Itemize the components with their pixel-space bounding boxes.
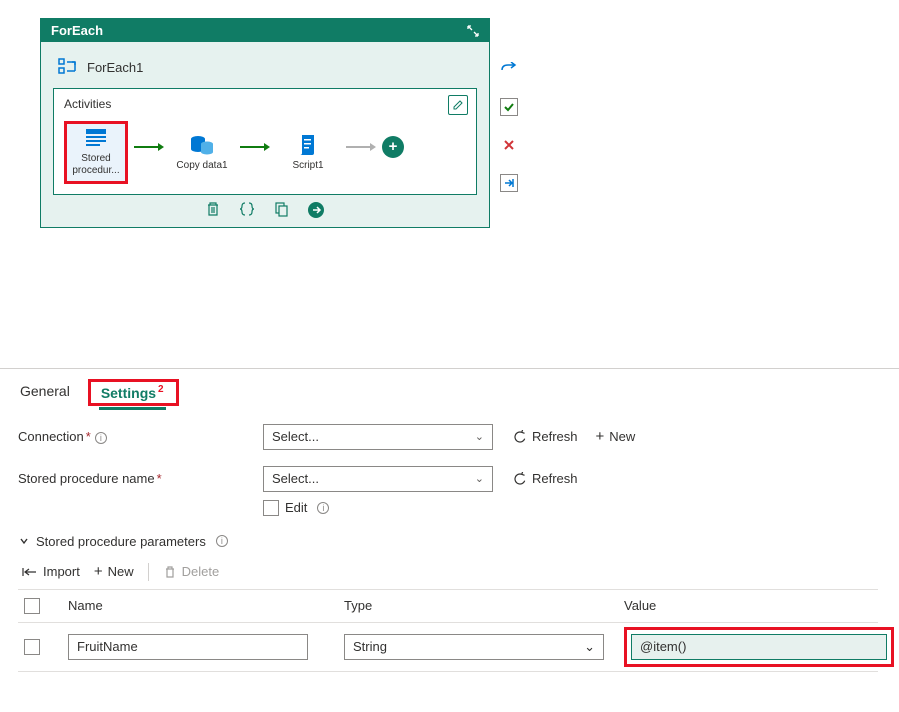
stored-proc-icon xyxy=(82,126,110,150)
new-label: New xyxy=(609,429,635,444)
activity-script[interactable]: Script1 xyxy=(276,133,340,172)
edit-label: Edit xyxy=(285,500,307,515)
param-value-input[interactable]: @item() xyxy=(631,634,887,660)
tab-settings-highlight: Settings2 xyxy=(88,379,179,406)
edit-checkbox[interactable] xyxy=(263,500,279,516)
refresh-label: Refresh xyxy=(532,471,578,486)
sp-name-select[interactable]: Select... ⌄ xyxy=(263,466,493,492)
refresh-label: Refresh xyxy=(532,429,578,444)
table-row: FruitName String ⌄ @item() xyxy=(18,623,878,672)
sp-name-label: Stored procedure name* xyxy=(18,471,263,486)
braces-icon[interactable] xyxy=(239,201,255,219)
redo-icon[interactable] xyxy=(500,60,518,78)
refresh-connection-button[interactable]: Refresh xyxy=(513,429,578,444)
info-icon[interactable]: i xyxy=(95,432,107,444)
tab-settings-label: Settings xyxy=(101,385,156,401)
sp-params-section-header[interactable]: Stored procedure parameters i xyxy=(18,534,881,549)
row-checkbox[interactable] xyxy=(24,639,40,655)
activity-label: Copy data1 xyxy=(176,160,227,172)
connection-select[interactable]: Select... ⌄ xyxy=(263,424,493,450)
param-table: Name Type Value FruitName String ⌄ xyxy=(18,589,878,672)
copy-data-icon xyxy=(188,133,216,157)
chevron-down-icon: ⌄ xyxy=(475,472,484,485)
activity-copy-data[interactable]: Copy data1 xyxy=(170,133,234,172)
edit-activities-button[interactable] xyxy=(448,95,468,115)
divider xyxy=(148,563,149,581)
arrow-icon xyxy=(134,140,164,154)
check-icon[interactable] xyxy=(500,98,518,116)
new-connection-button[interactable]: + New xyxy=(596,428,636,445)
script-icon xyxy=(294,133,322,157)
col-type: Type xyxy=(338,594,618,617)
activities-box: Activities Stor xyxy=(53,88,477,195)
settings-badge: 2 xyxy=(158,384,164,395)
foreach-container: ForEach ForEach1 Activities xyxy=(40,18,490,228)
chevron-down-icon xyxy=(18,535,30,547)
param-type-select[interactable]: String ⌄ xyxy=(344,634,604,660)
col-value: Value xyxy=(618,594,898,617)
tab-general[interactable]: General xyxy=(18,379,72,406)
param-name-input[interactable]: FruitName xyxy=(68,634,308,660)
select-placeholder: Select... xyxy=(272,429,319,444)
connection-label: Connection*i xyxy=(18,429,263,444)
chevron-down-icon: ⌄ xyxy=(475,430,484,443)
close-icon[interactable] xyxy=(500,136,518,154)
tab-settings[interactable]: Settings2 xyxy=(99,381,166,410)
export-icon[interactable] xyxy=(500,174,518,192)
delete-param-button[interactable]: Delete xyxy=(163,564,220,579)
arrow-icon xyxy=(346,140,376,154)
activities-label: Activities xyxy=(64,97,466,111)
import-label: Import xyxy=(43,564,80,579)
param-name-value: FruitName xyxy=(77,639,138,654)
foreach-header: ForEach xyxy=(41,19,489,42)
param-value-text: @item() xyxy=(640,639,686,654)
trash-icon[interactable] xyxy=(205,201,221,219)
arrow-icon xyxy=(240,140,270,154)
activity-stored-procedure[interactable]: Stored procedur... xyxy=(64,121,128,184)
sp-params-title: Stored procedure parameters xyxy=(36,534,206,549)
go-icon[interactable] xyxy=(307,201,325,219)
foreach-name: ForEach1 xyxy=(87,60,143,75)
delete-param-label: Delete xyxy=(182,564,220,579)
activity-label: Stored procedur... xyxy=(69,153,123,177)
activity-label: Script1 xyxy=(292,160,323,172)
info-icon[interactable]: i xyxy=(216,535,228,547)
refresh-sp-button[interactable]: Refresh xyxy=(513,471,578,486)
new-param-label: New xyxy=(108,564,134,579)
param-type-value: String xyxy=(353,639,387,654)
select-all-checkbox[interactable] xyxy=(24,598,40,614)
col-name: Name xyxy=(62,594,338,617)
add-activity-button[interactable]: + xyxy=(382,136,404,158)
collapse-icon[interactable] xyxy=(467,25,479,37)
info-icon[interactable]: i xyxy=(317,502,329,514)
foreach-title: ForEach xyxy=(51,23,103,38)
chevron-down-icon: ⌄ xyxy=(584,639,595,655)
select-placeholder: Select... xyxy=(272,471,319,486)
param-value-highlight: @item() xyxy=(624,627,894,667)
new-param-button[interactable]: + New xyxy=(94,563,134,580)
foreach-icon xyxy=(57,56,79,78)
import-button[interactable]: Import xyxy=(22,564,80,579)
copy-icon[interactable] xyxy=(273,201,289,219)
